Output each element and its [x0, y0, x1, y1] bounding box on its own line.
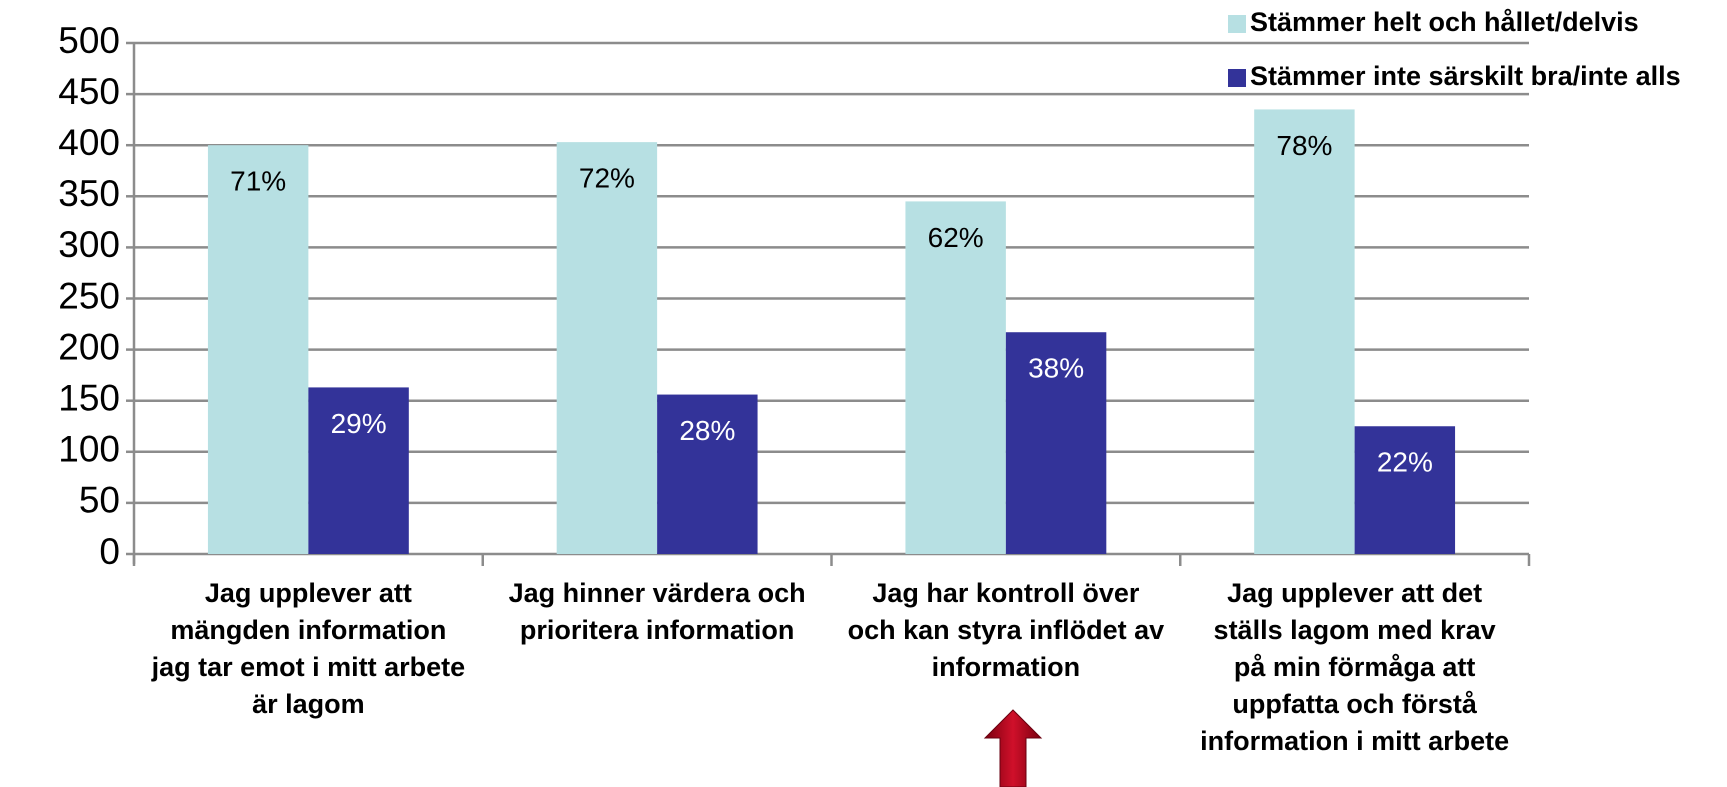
bar	[1354, 426, 1456, 554]
y-tick-label: 150	[58, 377, 120, 418]
y-tick-label: 0	[99, 531, 120, 572]
x-tick-label: ställs lagom med krav	[1214, 615, 1496, 645]
x-tick-label: Jag upplever att det	[1227, 578, 1482, 608]
bar	[1254, 109, 1355, 555]
x-tick-label: på min förmåga att	[1234, 652, 1476, 682]
y-tick-label: 250	[58, 275, 120, 316]
bar	[1005, 332, 1107, 554]
x-tick-label: information i mitt arbete	[1200, 726, 1509, 756]
data-label: 29%	[331, 408, 387, 439]
y-tick-label: 400	[58, 122, 120, 163]
y-tick-label: 350	[58, 173, 120, 214]
y-tick-label: 100	[58, 429, 120, 470]
y-tick-label: 450	[58, 71, 120, 112]
x-tick-label: information	[932, 652, 1081, 682]
x-tick-label: och kan styra inflödet av	[848, 615, 1165, 645]
legend-label: Stämmer inte särskilt bra/inte alls	[1250, 61, 1681, 91]
x-tick-label: prioritera information	[520, 615, 795, 645]
legend-label: Stämmer helt och hållet/delvis	[1250, 7, 1639, 37]
x-tick-label: jag tar emot i mitt arbete	[151, 652, 466, 682]
x-tick-label: är lagom	[252, 689, 365, 719]
bar	[556, 142, 658, 554]
data-label: 28%	[679, 415, 735, 446]
legend-swatch	[1228, 69, 1246, 87]
arrow	[983, 709, 1043, 787]
x-tick-label: mängden information	[170, 615, 446, 645]
y-tick-label: 500	[58, 20, 120, 61]
data-label: 22%	[1377, 447, 1433, 478]
y-tick-label: 300	[58, 224, 120, 265]
data-label: 62%	[928, 222, 984, 253]
data-label: 71%	[230, 166, 286, 197]
y-tick-label: 200	[58, 326, 120, 367]
legend-swatch	[1228, 15, 1246, 33]
bar	[308, 387, 409, 554]
bar	[207, 145, 309, 554]
x-tick-label: Jag upplever att	[205, 578, 412, 608]
data-label: 72%	[579, 163, 635, 194]
x-tick-label: Jag hinner värdera och	[509, 578, 806, 608]
x-tick-label: uppfatta och förstå	[1232, 689, 1477, 719]
bar	[657, 394, 758, 554]
bar	[905, 201, 1006, 554]
y-tick-label: 50	[79, 480, 120, 521]
data-label: 38%	[1028, 353, 1084, 384]
data-label: 78%	[1276, 130, 1332, 161]
x-tick-label: Jag har kontroll över	[872, 578, 1140, 608]
